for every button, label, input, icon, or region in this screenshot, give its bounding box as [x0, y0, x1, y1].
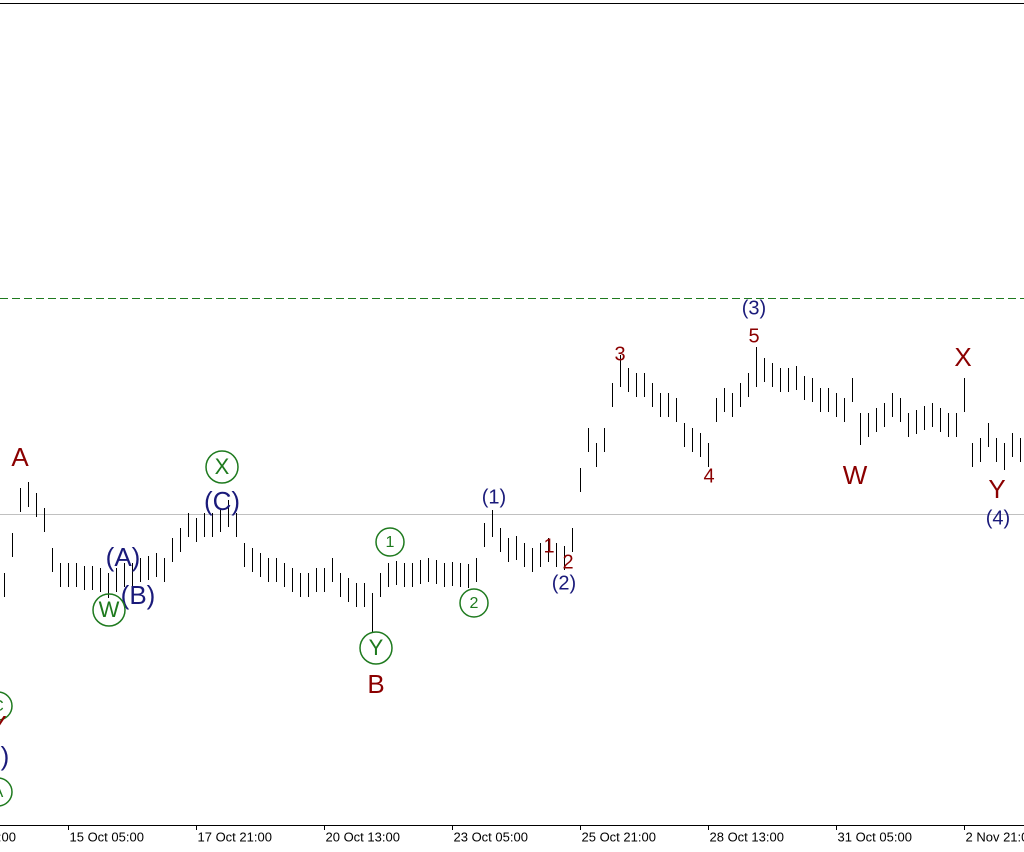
- wave-label: W: [99, 597, 120, 622]
- x-tick-label: 17 Oct 21:00: [198, 829, 272, 844]
- x-tick-label: 28 Oct 13:00: [710, 829, 784, 844]
- wave-label: C: [0, 698, 4, 715]
- wave-label: B: [367, 669, 384, 699]
- wave-label: 3: [614, 343, 625, 365]
- x-tick-label: 2 Nov 21:00: [966, 829, 1024, 844]
- wave-label: (3): [742, 297, 766, 319]
- wave-label: 4: [703, 465, 714, 487]
- x-tick-label: 23 Oct 05:00: [454, 829, 528, 844]
- wave-circle: [459, 588, 489, 618]
- wave-label: X: [954, 342, 971, 372]
- wave-label: (A): [106, 542, 141, 572]
- wave-circle: [92, 593, 126, 627]
- wave-circle: [0, 777, 13, 807]
- wave-label: (1): [482, 486, 506, 508]
- wave-label: (2): [552, 572, 576, 594]
- wave-label: (4): [986, 507, 1010, 529]
- wave-label: 2: [470, 595, 479, 612]
- wave-label: Y: [0, 710, 7, 740]
- wave-label: 2: [562, 551, 573, 573]
- wave-label: Y: [988, 474, 1005, 504]
- x-tick-label: 20 Oct 13:00: [326, 829, 400, 844]
- wave-circle: [375, 527, 405, 557]
- wave-label: (Y): [0, 741, 9, 771]
- wave-label: A: [0, 784, 4, 801]
- wave-circle: [359, 631, 393, 665]
- x-tick-label: 15 Oct 05:00: [70, 829, 144, 844]
- wave-label: A: [11, 442, 29, 472]
- wave-circle: [205, 450, 239, 484]
- wave-label: (C): [204, 486, 240, 516]
- x-tick-label: 31 Oct 05:00: [838, 829, 912, 844]
- x-tick-label: 12 Oct 13:00: [0, 829, 16, 844]
- wave-label: Y: [369, 635, 384, 660]
- wave-label: (B): [121, 580, 156, 610]
- wave-label: 1: [386, 534, 395, 551]
- wave-label: 5: [748, 325, 759, 347]
- wave-label: W: [843, 460, 868, 490]
- wave-label: X: [215, 454, 230, 479]
- x-tick-label: 25 Oct 21:00: [582, 829, 656, 844]
- wave-label: 1: [543, 535, 554, 557]
- wave-circle: [0, 691, 13, 721]
